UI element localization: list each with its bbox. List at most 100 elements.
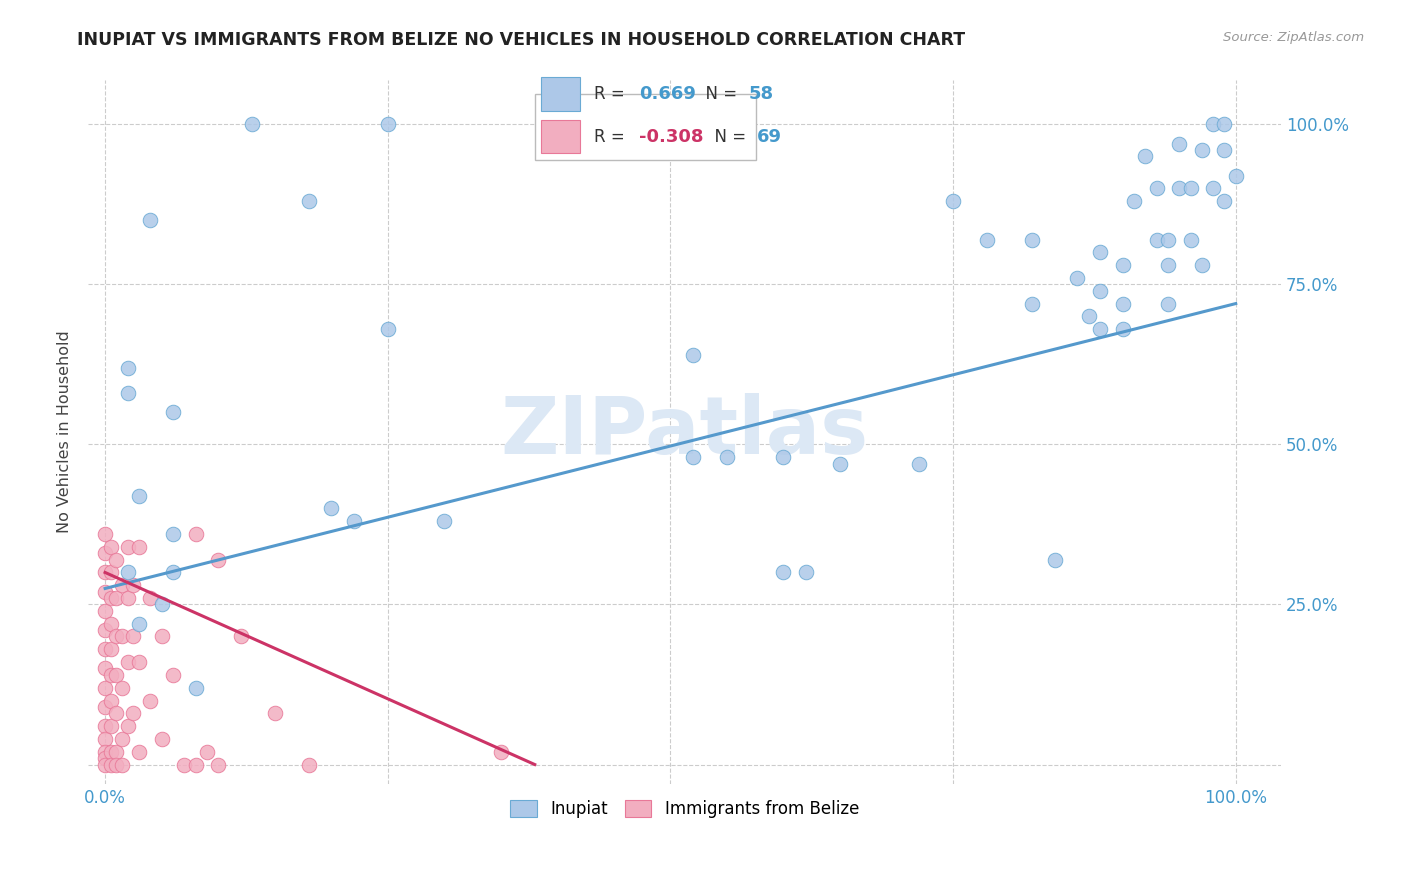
Point [942,194,965,208]
Point [162,527,184,541]
Point [1123,194,1146,208]
Point [122,630,145,644]
Point [111,578,134,592]
Point [105,745,128,759]
Point [117,540,139,554]
Point [1168,136,1191,151]
Legend: Inupiat, Immigrants from Belize: Inupiat, Immigrants from Belize [503,793,866,825]
Point [139,693,162,707]
Point [111,630,134,644]
Point [100,566,122,580]
Point [321,501,343,516]
Point [94,751,117,765]
Point [908,457,931,471]
Point [117,386,139,401]
Point [184,681,207,695]
Point [263,706,285,721]
Point [94,604,117,618]
Point [298,194,321,208]
Point [150,598,173,612]
Point [1213,143,1236,157]
Point [128,655,150,669]
Point [100,693,122,707]
Text: INUPIAT VS IMMIGRANTS FROM BELIZE NO VEHICLES IN HOUSEHOLD CORRELATION CHART: INUPIAT VS IMMIGRANTS FROM BELIZE NO VEH… [77,31,966,49]
Point [1111,322,1133,336]
Point [128,489,150,503]
Text: Source: ZipAtlas.com: Source: ZipAtlas.com [1223,31,1364,45]
Point [772,566,794,580]
Point [682,348,704,362]
Text: R =: R = [593,86,630,103]
Text: N =: N = [696,86,742,103]
Point [94,661,117,675]
Point [1088,284,1111,298]
Point [1202,117,1225,131]
Text: -0.308: -0.308 [640,128,704,145]
Point [122,706,145,721]
Text: R =: R = [593,128,630,145]
Point [343,514,366,528]
Point [111,731,134,746]
FancyBboxPatch shape [536,94,756,161]
Point [94,546,117,560]
Point [1202,181,1225,195]
Point [1180,181,1202,195]
Point [128,616,150,631]
Point [1135,149,1157,163]
Point [682,450,704,465]
Point [94,527,117,541]
Point [377,322,399,336]
Point [1157,296,1180,310]
Point [111,757,134,772]
Point [162,405,184,419]
Point [105,706,128,721]
Point [100,591,122,605]
Point [117,591,139,605]
Point [1043,552,1066,566]
Point [229,630,252,644]
Point [94,745,117,759]
Point [105,552,128,566]
Point [94,731,117,746]
Point [162,566,184,580]
Point [1157,258,1180,272]
Point [100,757,122,772]
Point [1180,233,1202,247]
Point [1088,322,1111,336]
Point [162,668,184,682]
Text: ZIPatlas: ZIPatlas [501,392,869,471]
Point [94,719,117,733]
Point [1213,117,1236,131]
Point [377,117,399,131]
Point [1146,181,1168,195]
Point [100,745,122,759]
Point [173,757,195,772]
Point [150,731,173,746]
Point [195,745,218,759]
Point [976,233,998,247]
Point [828,457,851,471]
Point [139,591,162,605]
Text: N =: N = [703,128,751,145]
Point [100,616,122,631]
FancyBboxPatch shape [541,120,579,153]
Point [105,668,128,682]
Point [117,360,139,375]
FancyBboxPatch shape [541,78,579,112]
Point [207,552,229,566]
Point [240,117,263,131]
Point [1191,143,1213,157]
Point [716,450,738,465]
Point [139,213,162,227]
Point [150,630,173,644]
Point [117,719,139,733]
Point [128,540,150,554]
Text: 69: 69 [758,128,782,145]
Point [1111,296,1133,310]
Text: 0.669: 0.669 [640,86,696,103]
Point [100,540,122,554]
Point [94,623,117,637]
Point [105,630,128,644]
Point [1111,258,1133,272]
Point [94,681,117,695]
